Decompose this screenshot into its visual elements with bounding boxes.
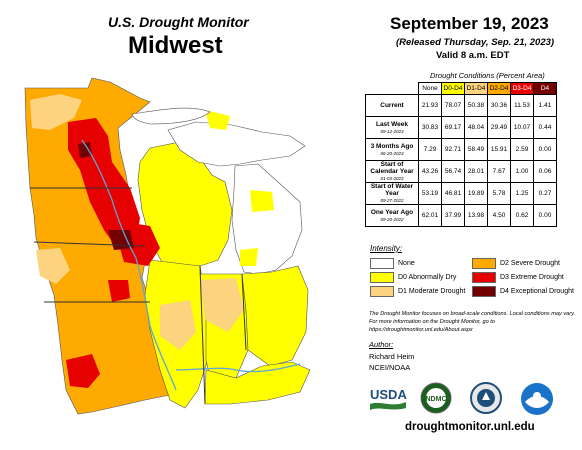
table-cell: 30.83 [418, 116, 442, 139]
col-header-d0: D0-D4 [441, 82, 465, 95]
table-cell: 21.93 [418, 94, 442, 117]
table-cell: 56.74 [441, 160, 465, 183]
legend-swatch [370, 258, 394, 269]
table-cell: 7.29 [418, 138, 442, 161]
table-caption: Drought Conditions (Percent Area) [430, 71, 545, 80]
row-label: Current [365, 94, 419, 117]
website-url: droughtmonitor.unl.edu [405, 421, 535, 433]
table-header-row: None D0-D4 D1-D4 D2-D4 D3-D4 D4 [366, 82, 557, 95]
table-cell: 0.62 [510, 204, 534, 227]
col-header-d2: D2-D4 [487, 82, 511, 95]
table-cell: 5.78 [487, 182, 511, 205]
table-cell: 29.49 [487, 116, 511, 139]
table-cell: 69.17 [441, 116, 465, 139]
usda-logo-text: USDA [370, 387, 407, 402]
usda-logo: USDA [370, 387, 407, 410]
legend-title: Intensity: [370, 244, 403, 253]
legend-item-d1: D1 Moderate Drought [370, 286, 465, 297]
col-header-d4: D4 [533, 82, 557, 95]
table-cell: 62.01 [418, 204, 442, 227]
table-cell: 0.27 [533, 182, 557, 205]
map-date: September 19, 2023 [390, 14, 549, 33]
table-row: One Year Ago 09-20-2022 62.01 37.99 13.98… [365, 204, 557, 227]
legend-item-d0: D0 Abnormally Dry [370, 272, 456, 283]
table-row: 3 Months Ago 06-20-2023 7.29 92.71 58.49 … [365, 138, 557, 161]
doc-seal-logo [470, 382, 502, 414]
row-label: One Year Ago 09-20-2022 [365, 204, 419, 227]
legend-swatch [370, 286, 394, 297]
table-cell: 2.59 [510, 138, 534, 161]
row-sub-date: 09-20-2022 [380, 216, 404, 222]
table-row: Start of Water Year 09-27-2022 53.19 46.8… [365, 182, 557, 205]
table-cell: 30.36 [487, 94, 511, 117]
legend-swatch [472, 272, 496, 283]
legend-swatch [370, 272, 394, 283]
table-cell: 13.98 [464, 204, 488, 227]
row-sub-date: 09-12-2023 [380, 128, 404, 134]
legend-item-d4: D4 Exceptional Drought [472, 286, 574, 297]
table-cell: 0.00 [533, 204, 557, 227]
table-cell: 0.06 [533, 160, 557, 183]
drought-conditions-table: None D0-D4 D1-D4 D2-D4 D3-D4 D4 Current … [365, 82, 557, 227]
table-row: Last Week 09-12-2023 30.83 69.17 48.04 29… [365, 116, 557, 139]
row-sub-date: 01-03-2023 [380, 176, 404, 181]
table-cell: 50.38 [464, 94, 488, 117]
author-org: NCEI/NOAA [369, 363, 411, 372]
ndmc-logo: NDMC [420, 382, 452, 414]
legend-item-d3: D3 Extreme Drought [472, 272, 564, 283]
col-header-d3: D3-D4 [510, 82, 534, 95]
legend-item-d2: D2 Severe Drought [472, 258, 560, 269]
table-cell: 15.91 [487, 138, 511, 161]
legend-swatch [472, 258, 496, 269]
table-cell: 53.19 [418, 182, 442, 205]
table-cell: 43.26 [418, 160, 442, 183]
rivers [81, 139, 301, 391]
table-cell: 19.89 [464, 182, 488, 205]
drought-d1-areas [30, 94, 244, 350]
great-lakes [131, 107, 211, 125]
row-sub-date: 06-20-2023 [380, 150, 404, 156]
table-cell: 28.01 [464, 160, 488, 183]
table-cell: 0.00 [533, 138, 557, 161]
table-cell: 4.50 [487, 204, 511, 227]
table-cell: 37.99 [441, 204, 465, 227]
table-cell: 58.49 [464, 138, 488, 161]
table-cell: 0.44 [533, 116, 557, 139]
author-name: Richard Heim [369, 352, 415, 361]
row-label: 3 Months Ago 06-20-2023 [365, 138, 419, 161]
legend-item-none: None [370, 258, 415, 269]
table-row: Current 21.93 78.07 50.38 30.36 11.53 1.… [365, 94, 557, 117]
table-cell: 92.71 [441, 138, 465, 161]
col-header-none: None [418, 82, 442, 95]
drought-map [24, 77, 311, 415]
valid-time: Valid 8 a.m. EDT [436, 50, 510, 61]
table-cell: 46.81 [441, 182, 465, 205]
drought-d0-areas [205, 110, 274, 266]
table-cell: 48.04 [464, 116, 488, 139]
ndmc-logo-text: NDMC [426, 396, 447, 403]
table-cell: 11.53 [510, 94, 534, 117]
row-label: Start of Calendar Year 01-03-2023 [365, 160, 419, 183]
table-cell: 1.41 [533, 94, 557, 117]
author-heading: Author: [369, 340, 394, 349]
disclaimer-note: The Drought Monitor focuses on broad-sca… [369, 311, 576, 333]
table-cell: 78.07 [441, 94, 465, 117]
table-cell: 7.67 [487, 160, 511, 183]
legend-swatch [472, 286, 496, 297]
row-label: Start of Water Year 09-27-2022 [365, 182, 419, 205]
col-header-d1: D1-D4 [464, 82, 488, 95]
release-date: (Released Thursday, Sep. 21, 2023) [396, 37, 555, 48]
row-label: Last Week 09-12-2023 [365, 116, 419, 139]
state-boundaries [30, 187, 247, 405]
region-title: Midwest [128, 32, 223, 59]
row-sub-date: 09-27-2022 [380, 198, 404, 203]
table-cell: 1.00 [510, 160, 534, 183]
table-cell: 10.07 [510, 116, 534, 139]
noaa-logo [521, 383, 553, 415]
table-cell: 1.25 [510, 182, 534, 205]
table-row: Start of Calendar Year 01-03-2023 43.26 5… [365, 160, 557, 183]
table-corner [366, 83, 419, 95]
map-brand-title: U.S. Drought Monitor [108, 14, 249, 30]
